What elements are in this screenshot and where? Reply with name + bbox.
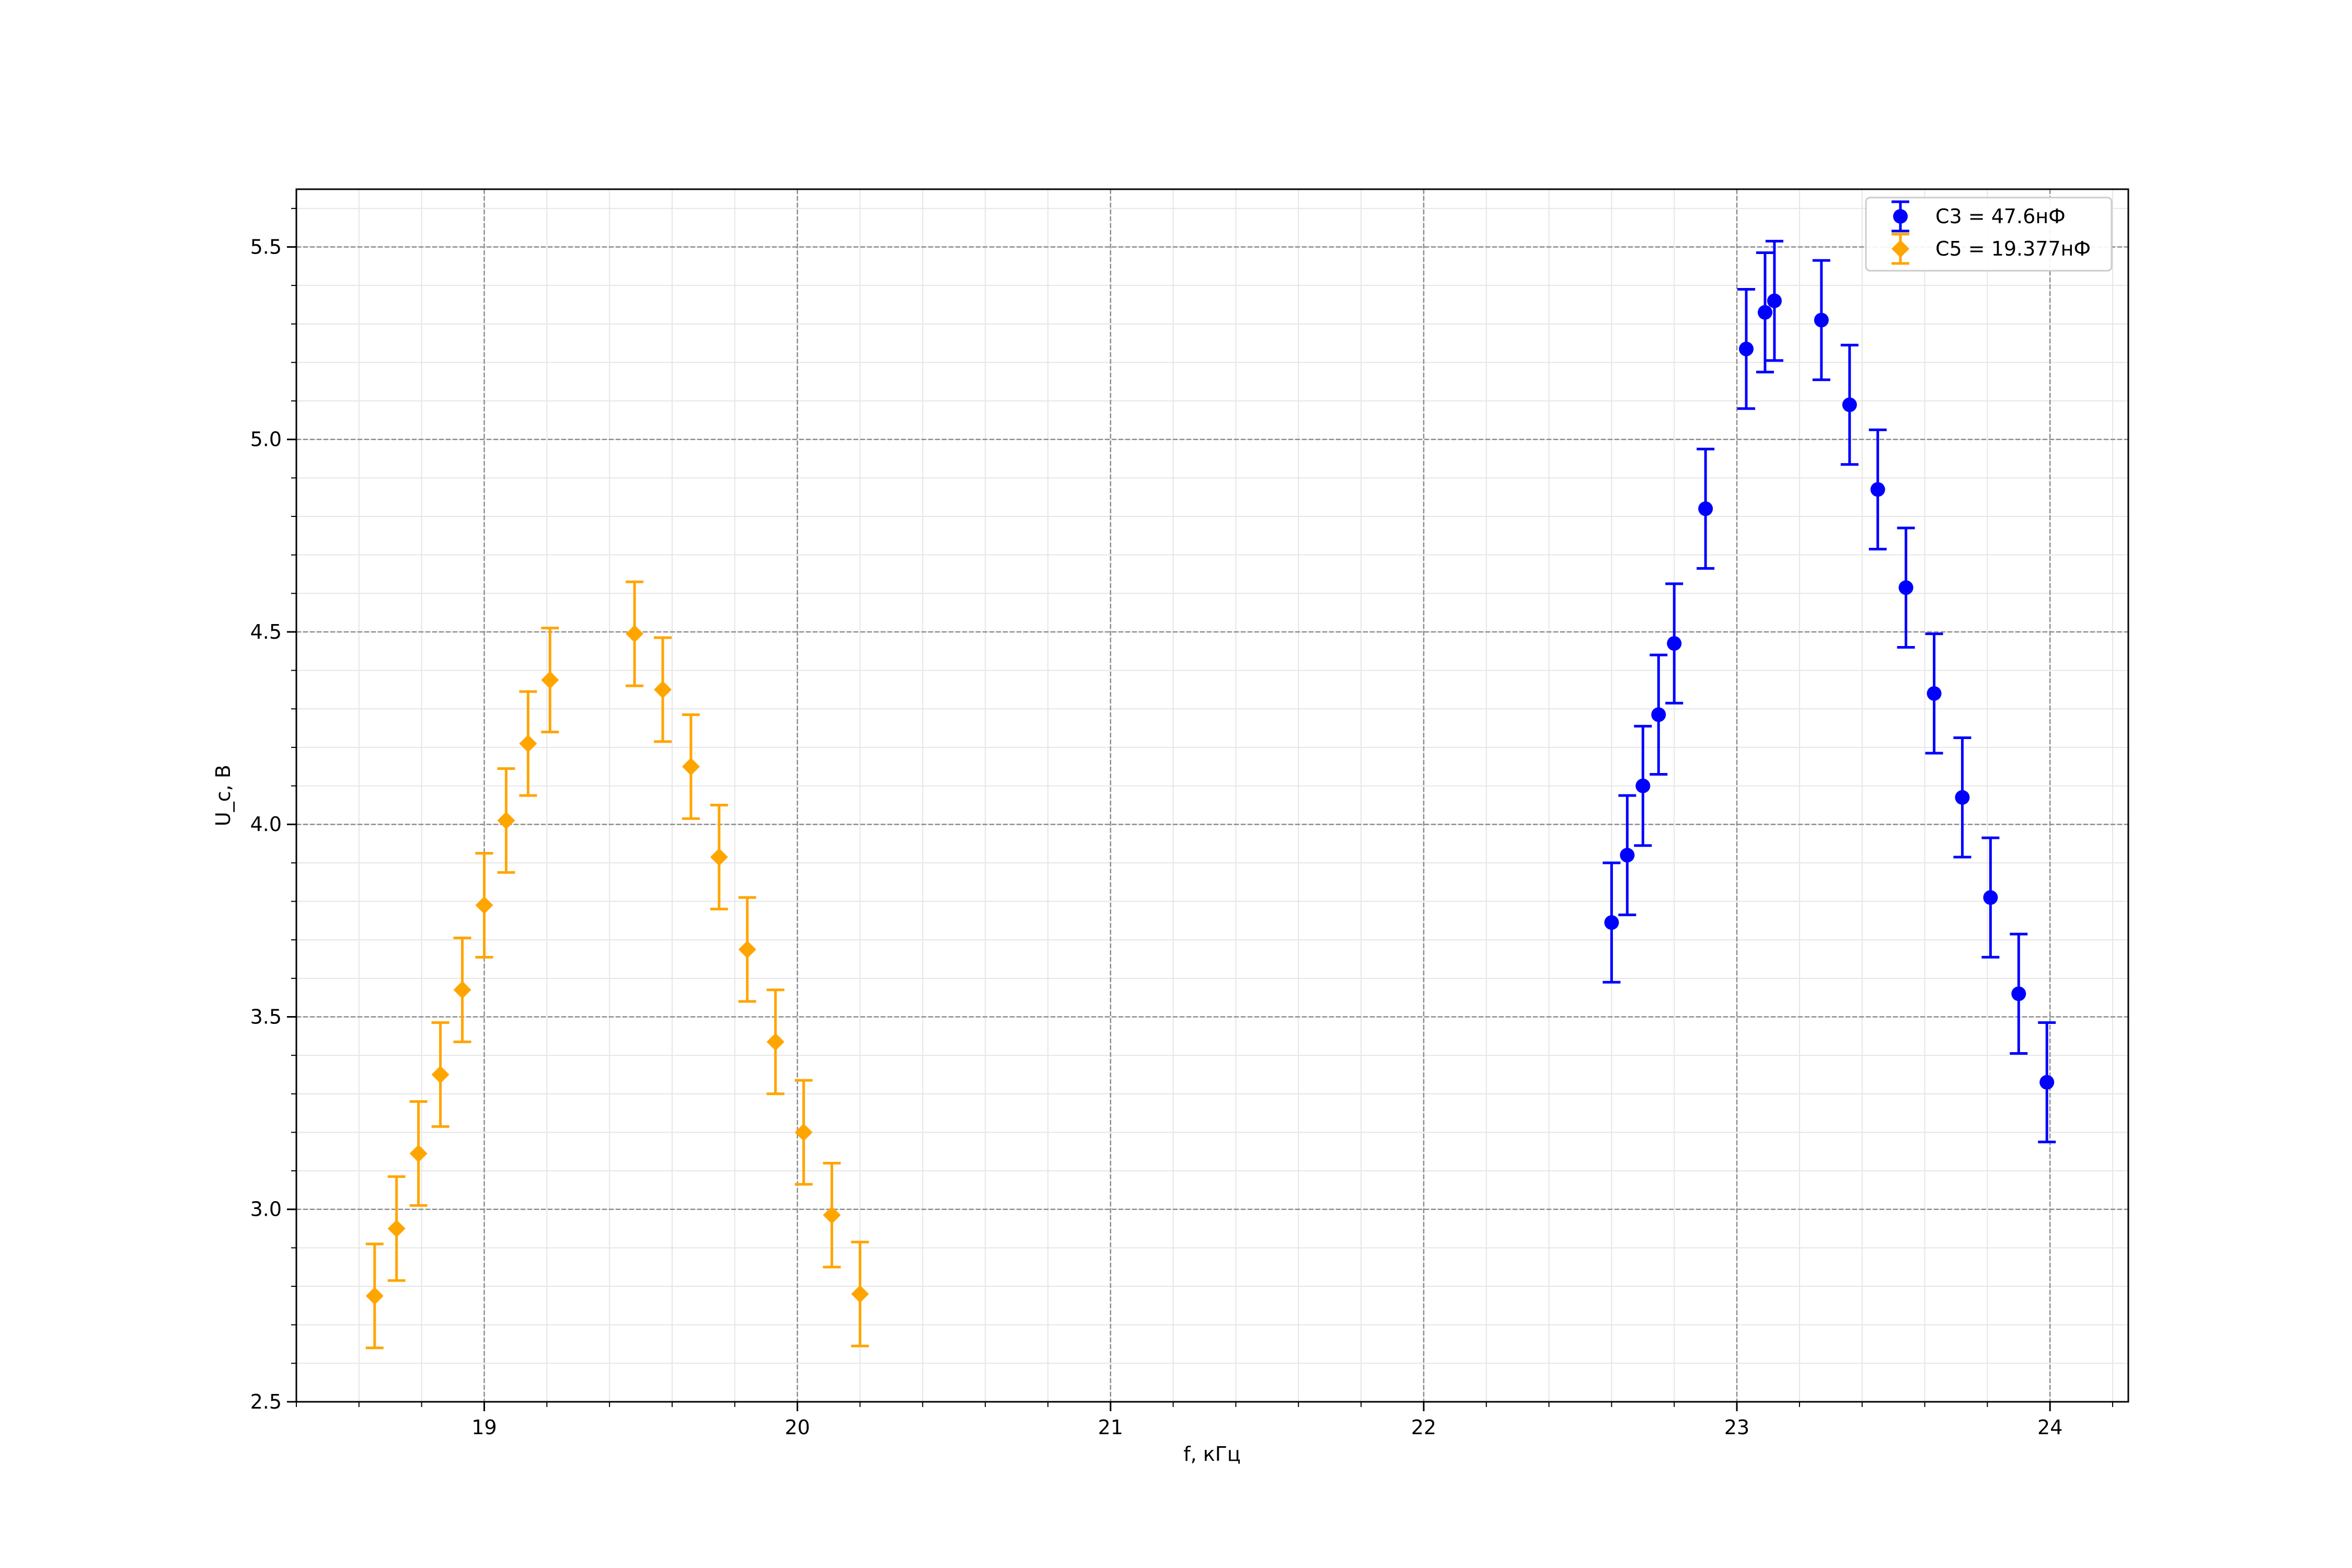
legend: C3 = 47.6нФ C5 = 19.377нФ bbox=[1865, 197, 2113, 272]
data-point bbox=[387, 1219, 406, 1238]
y-tick-label: 4.5 bbox=[250, 620, 282, 643]
data-point bbox=[1814, 313, 1829, 328]
data-point bbox=[497, 811, 515, 829]
data-point bbox=[823, 1206, 841, 1224]
data-point bbox=[1983, 890, 1998, 905]
legend-marker-symbol bbox=[1892, 240, 1909, 258]
data-point bbox=[851, 1285, 869, 1303]
x-tick-label: 21 bbox=[1098, 1416, 1123, 1439]
legend-markers bbox=[1892, 200, 1909, 265]
data-point bbox=[475, 896, 493, 914]
x-tick-label: 20 bbox=[785, 1416, 810, 1439]
series-c3 bbox=[1602, 239, 2056, 1144]
data-point bbox=[431, 1065, 449, 1083]
data-point bbox=[541, 671, 559, 689]
legend-label-c3: C3 = 47.6нФ bbox=[1935, 205, 2066, 228]
legend-marker-c5 bbox=[1892, 233, 1909, 265]
grid bbox=[296, 189, 2128, 1403]
data-point bbox=[1757, 305, 1772, 320]
x-axis-label: f, кГц bbox=[1183, 1443, 1241, 1466]
data-point bbox=[710, 848, 728, 866]
data-point bbox=[738, 940, 756, 959]
data-point bbox=[654, 681, 672, 699]
legend-label-c5: C5 = 19.377нФ bbox=[1935, 237, 2091, 260]
axis-ticks: 19 20 21 22 23 24 2.5 3.0 3.5 4.0 4.5 5.0 5.5 bbox=[250, 207, 2114, 1439]
y-tick-label: 4.0 bbox=[250, 813, 282, 836]
plot-frame bbox=[295, 188, 2129, 1403]
data-point bbox=[453, 981, 471, 999]
plot-area bbox=[365, 239, 2056, 1350]
x-tick-label: 22 bbox=[1411, 1416, 1436, 1439]
data-point bbox=[365, 1287, 384, 1305]
data-point bbox=[1898, 580, 1913, 595]
data-point bbox=[1870, 482, 1885, 497]
data-point bbox=[766, 1033, 785, 1051]
data-point bbox=[1651, 707, 1666, 722]
y-tick-label: 5.5 bbox=[250, 235, 282, 258]
data-point bbox=[626, 625, 644, 643]
data-point bbox=[1955, 790, 1970, 805]
legend-marker-symbol bbox=[1893, 209, 1908, 224]
data-point bbox=[1927, 686, 1942, 701]
data-point bbox=[1842, 397, 1857, 412]
series-c5 bbox=[365, 580, 869, 1350]
data-point bbox=[1739, 341, 1754, 356]
data-point bbox=[1698, 501, 1713, 516]
data-point bbox=[2011, 986, 2026, 1001]
y-tick-label: 3.0 bbox=[250, 1198, 282, 1221]
legend-box bbox=[1865, 197, 2113, 272]
data-point bbox=[1767, 293, 1782, 308]
data-point bbox=[1667, 636, 1682, 651]
y-tick-label: 3.5 bbox=[250, 1005, 282, 1028]
y-tick-label: 2.5 bbox=[250, 1390, 282, 1413]
x-tick-label: 19 bbox=[471, 1416, 497, 1439]
data-point bbox=[1604, 915, 1619, 930]
data-point bbox=[1635, 778, 1651, 793]
x-tick-label: 24 bbox=[2037, 1416, 2062, 1439]
data-point bbox=[794, 1123, 813, 1142]
data-point bbox=[519, 734, 537, 753]
y-tick-label: 5.0 bbox=[250, 428, 282, 451]
data-point bbox=[2039, 1075, 2055, 1090]
data-point bbox=[1620, 848, 1635, 863]
y-axis-label: U_c, В bbox=[212, 765, 235, 826]
legend-marker-c3 bbox=[1892, 200, 1909, 233]
data-point bbox=[409, 1144, 428, 1162]
x-tick-label: 23 bbox=[1724, 1416, 1749, 1439]
data-point bbox=[682, 757, 700, 776]
